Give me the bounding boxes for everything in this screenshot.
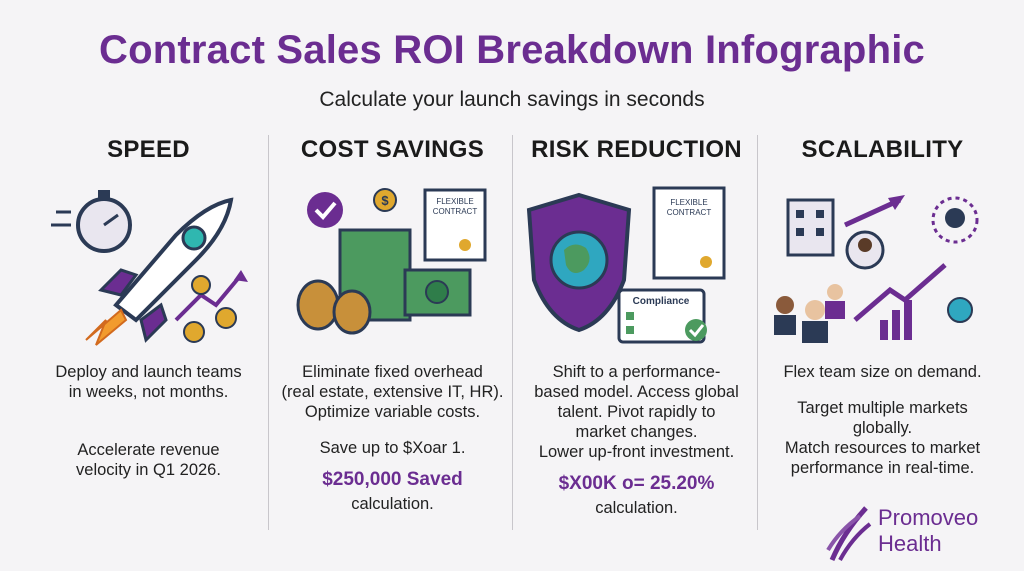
checkmark-icon	[307, 192, 343, 228]
scale-text-line	[760, 382, 1005, 398]
risk-calc-label: calculation.	[595, 499, 678, 517]
promoveo-health-logo: Promoveo Health	[826, 500, 1006, 564]
column-heading-speed: SPEED	[107, 136, 190, 163]
risk-text-line: based model. Access global	[534, 383, 739, 401]
svg-text:Compliance: Compliance	[633, 296, 690, 307]
money-bag-icon	[296, 279, 372, 335]
column-divider	[757, 135, 758, 530]
logo-word-1: Promoveo	[878, 505, 979, 530]
globe-icon	[947, 297, 973, 323]
risk-highlight-value: $X00K o= 25.20%	[558, 473, 715, 494]
rocket-icon	[85, 197, 234, 346]
scale-text-line: Target multiple markets	[797, 399, 968, 417]
column-risk-reduction: RISK REDUCTION FLEXIBLE CONTRACT Complia…	[514, 130, 759, 540]
network-icon	[931, 196, 979, 244]
speed-text-line: Deploy and launch teams	[55, 363, 242, 381]
column-divider	[512, 135, 513, 530]
page-subtitle: Calculate your launch savings in seconds	[319, 88, 705, 111]
speed-text-line: velocity in Q1 2026.	[76, 461, 221, 479]
column-heading-scalability: SCALABILITY	[801, 136, 964, 163]
stopwatch-icon	[51, 190, 132, 253]
column-heading-risk-reduction: RISK REDUCTION	[531, 136, 742, 163]
cost-calc-label: calculation.	[351, 495, 434, 513]
growth-arrow-icon	[843, 195, 947, 322]
dollar-coin-icon	[183, 275, 237, 343]
page-title: Contract Sales ROI Breakdown Infographic	[99, 28, 925, 72]
building-icon	[786, 198, 835, 257]
svg-text:CONTRACT: CONTRACT	[667, 208, 712, 217]
cost-text-line: Optimize variable costs.	[304, 403, 481, 421]
speed-text-line	[26, 402, 271, 440]
svg-text:CONTRACT: CONTRACT	[433, 207, 478, 216]
svg-text:FLEXIBLE: FLEXIBLE	[670, 198, 707, 207]
column-cost-savings: COST SAVINGS $ FLEXIBLE CONTRACT Elimina…	[270, 130, 515, 540]
column-divider	[268, 135, 269, 530]
risk-text-line: Lower up-front investment.	[538, 443, 735, 461]
speed-text-line: Accelerate revenue	[77, 441, 220, 459]
logo-mark-icon	[826, 506, 872, 561]
cost-text-line	[270, 422, 515, 438]
column-speed: SPEED Deploy and launch teams in weeks	[26, 130, 271, 540]
risk-text-line: Shift to a performance-	[552, 363, 721, 381]
growth-arrow-icon	[174, 270, 248, 322]
scale-text-line: globally.	[852, 419, 913, 437]
scalability-illustration	[774, 195, 979, 343]
risk-text-line: market changes.	[575, 423, 698, 441]
cost-highlight-value: $250,000 Saved	[322, 469, 463, 490]
column-scalability: SCALABILITY	[760, 130, 1005, 540]
svg-text:$: $	[381, 193, 389, 208]
scale-text-line: Match resources to market	[784, 439, 981, 457]
cost-savings-illustration: $ FLEXIBLE CONTRACT	[296, 188, 487, 335]
dollar-coin-icon: $	[373, 188, 397, 212]
scale-text-line: performance in real-time.	[790, 459, 975, 477]
speed-text-line: in weeks, not months.	[68, 383, 229, 401]
bar-chart-icon	[880, 300, 912, 340]
people-icon	[774, 230, 885, 343]
contract-document-icon: FLEXIBLE CONTRACT	[652, 186, 726, 280]
shield-globe-icon	[526, 192, 632, 333]
speed-illustration	[51, 190, 248, 346]
risk-text-line: talent. Pivot rapidly to	[557, 403, 716, 421]
svg-text:FLEXIBLE: FLEXIBLE	[436, 197, 473, 206]
cash-stack-icon	[338, 228, 472, 322]
column-heading-cost-savings: COST SAVINGS	[300, 136, 485, 163]
scale-text-line: Flex team size on demand.	[783, 363, 982, 381]
cost-text-line: Eliminate fixed overhead	[302, 363, 483, 381]
compliance-checklist-icon: Compliance	[617, 288, 707, 344]
cost-text-line: (real estate, extensive IT, HR).	[281, 383, 504, 401]
cost-text-line: Save up to $Xoar 1.	[319, 439, 466, 457]
logo-word-2: Health	[878, 531, 942, 556]
contract-document-icon: FLEXIBLE CONTRACT	[423, 188, 487, 262]
risk-reduction-illustration: FLEXIBLE CONTRACT Compliance	[526, 186, 726, 344]
